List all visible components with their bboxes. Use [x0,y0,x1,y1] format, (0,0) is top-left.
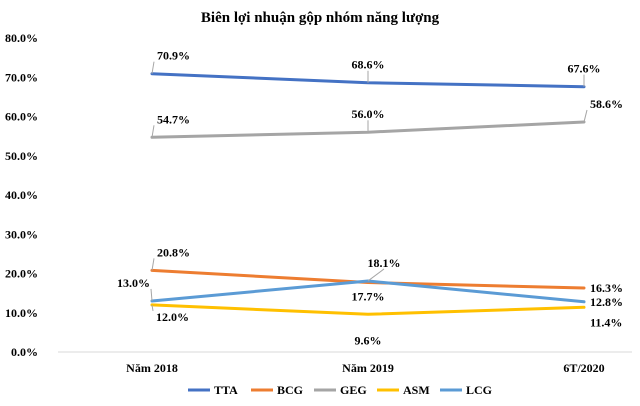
legend-label-bcg: BCG [277,383,303,397]
leader-line [583,109,588,123]
y-tick-label: 40.0% [5,188,38,202]
legend-label-lcg: LCG [466,383,492,397]
y-tick-label: 70.0% [5,70,38,84]
data-label-lcg: 18.1% [368,256,401,270]
data-label-asm: 9.6% [355,333,382,347]
series-line-lcg [150,279,586,304]
data-label-asm: 12.0% [156,310,189,324]
y-tick-label: 30.0% [5,227,38,241]
y-tick-label: 50.0% [5,149,38,163]
leader-lines [150,61,588,311]
leader-line [151,258,155,271]
leader-line [367,268,385,282]
x-category-label: Năm 2019 [342,361,394,375]
leader-line [150,288,153,302]
y-tick-label: 60.0% [5,110,38,124]
data-labels: 70.9% 68.6% 67.6% 20.8% 17.7% 16.3% 54.7% 56.0%… [117,49,623,348]
series-lines [150,72,586,316]
data-label-lcg: 12.8% [590,295,623,309]
data-label-bcg: 20.8% [157,245,190,259]
chart-title: Biên lợi nhuận gộp nhóm năng lượng [201,10,440,26]
data-label-geg: 54.7% [157,112,190,126]
legend-label-asm: ASM [403,383,430,397]
series-line-asm [150,303,586,316]
legend-label-tta: TTA [214,383,238,397]
series-line-bcg [150,268,586,290]
legend-label-geg: GEG [340,383,367,397]
x-category-label: Năm 2018 [126,361,178,375]
y-tick-label: 80.0% [5,31,38,45]
y-axis: 0.0% 10.0% 20.0% 30.0% 40.0% 50.0% 60.0% 70.0% 8… [5,31,38,359]
data-label-lcg: 13.0% [117,276,150,290]
x-category-label: 6T/2020 [563,361,604,375]
data-label-tta: 67.6% [568,62,601,76]
data-label-bcg: 16.3% [590,281,623,295]
legend: TTA BCG GEG ASM LCG [188,383,492,397]
x-axis: Năm 2018 Năm 2019 6T/2020 [58,351,632,375]
y-tick-label: 10.0% [5,306,38,320]
data-label-asm: 11.4% [590,315,622,329]
y-tick-label: 0.0% [11,345,38,359]
data-label-tta: 70.9% [157,49,190,63]
data-label-geg: 58.6% [590,97,623,111]
leader-line [151,125,155,138]
leader-line [151,61,155,74]
y-tick-label: 20.0% [5,267,38,281]
leader-line [151,304,154,311]
data-label-geg: 56.0% [352,107,385,121]
data-label-tta: 68.6% [352,58,385,72]
data-label-bcg: 17.7% [352,290,385,304]
